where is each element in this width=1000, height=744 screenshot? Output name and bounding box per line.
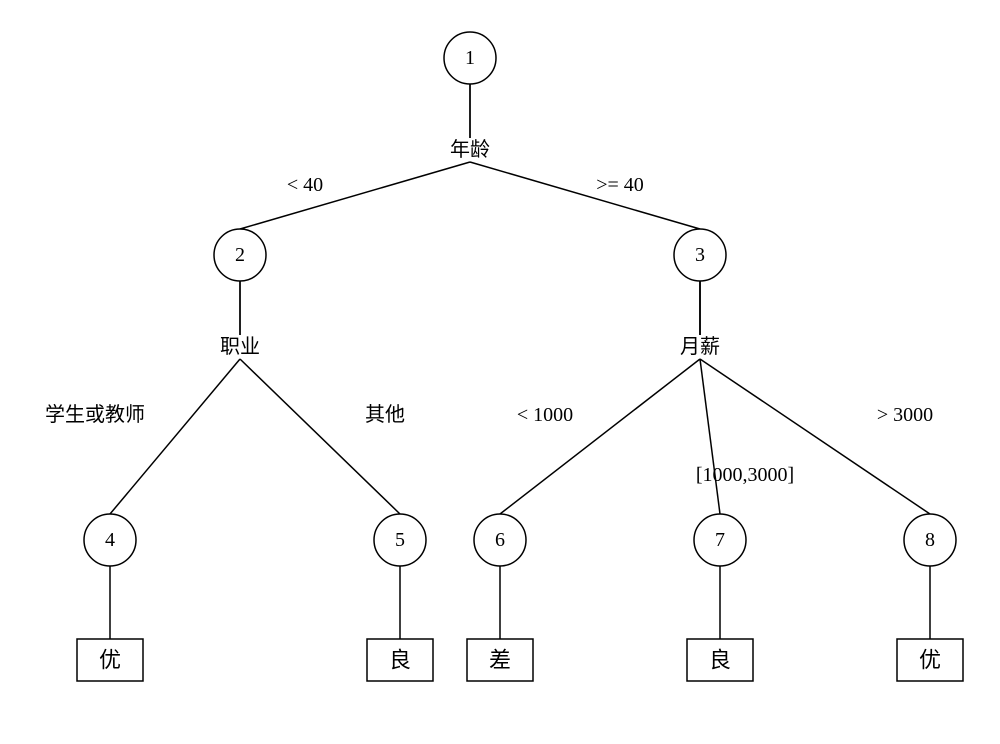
- tree-node-label: 8: [925, 529, 935, 551]
- edge-label: 其他: [365, 403, 405, 426]
- edge-label: < 1000: [517, 404, 573, 426]
- nodes: 1 2 3 4 5 6 7 8 优 良 差 良 优: [77, 32, 963, 681]
- tree-node-label: 6: [495, 529, 505, 551]
- edge-label: > 3000: [877, 404, 933, 426]
- tree-node-label: 1: [465, 47, 475, 69]
- decision-tree-diagram: < 40 >= 40 学生或教师 其他 < 1000 [1000,3000] > 3000 年…: [0, 0, 1000, 744]
- tree-node-label: 3: [695, 244, 705, 266]
- tree-leaf-label: 优: [99, 648, 121, 673]
- split-attribute-label: 年龄: [450, 138, 490, 161]
- tree-leaf-label: 差: [489, 648, 511, 673]
- tree-leaf-label: 良: [389, 648, 411, 673]
- edge-label: 学生或教师: [45, 403, 145, 426]
- edge-label: [1000,3000]: [696, 464, 794, 486]
- split-attribute-label: 月薪: [680, 335, 720, 358]
- split-attribute-label: 职业: [220, 335, 260, 358]
- tree-node-label: 2: [235, 244, 245, 266]
- tree-leaf-label: 良: [709, 648, 731, 673]
- edge-label: < 40: [287, 174, 323, 196]
- tree-node-label: 7: [715, 529, 725, 551]
- tree-leaf-label: 优: [919, 648, 941, 673]
- tree-node-label: 5: [395, 529, 405, 551]
- edge-label: >= 40: [596, 174, 644, 196]
- tree-node-label: 4: [105, 529, 115, 551]
